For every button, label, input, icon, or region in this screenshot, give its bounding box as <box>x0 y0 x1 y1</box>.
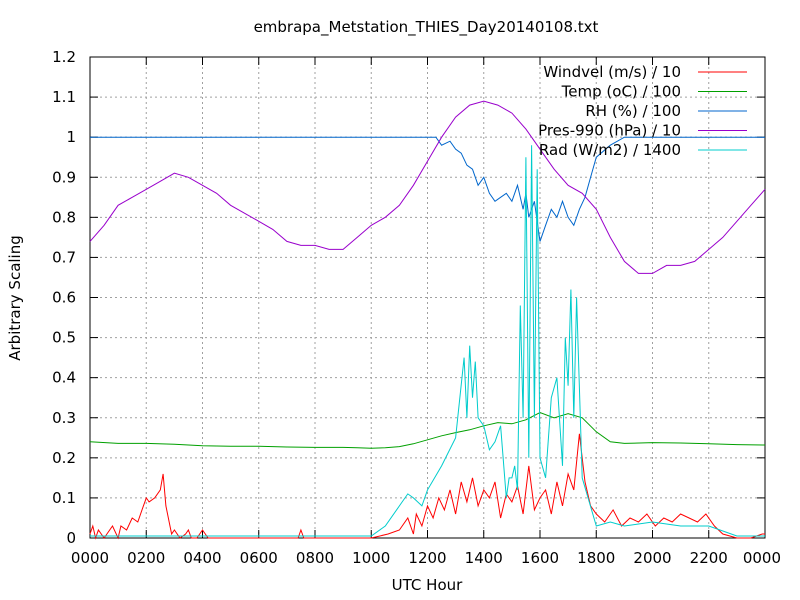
y-tick-label: 0.8 <box>52 208 76 226</box>
series-line-1 <box>89 433 765 540</box>
y-tick-label: 0.6 <box>52 289 76 307</box>
legend-label: Windvel (m/s) / 10 <box>543 63 681 81</box>
y-tick-label: 0.3 <box>52 409 76 427</box>
y-tick-label: 0.2 <box>52 449 76 467</box>
y-axis: 0 0.1 0.2 0.3 0.4 0.5 0.6 0.7 0.8 0.9 1 1.1 1.2 <box>52 48 765 547</box>
y-tick-label: 0 <box>66 529 76 547</box>
x-tick-label: 0200 <box>127 549 165 567</box>
x-tick-label: 1400 <box>465 549 503 567</box>
x-tick-label: 2000 <box>633 549 671 567</box>
y-tick-label: 0.9 <box>52 168 76 186</box>
x-axis: 0000 0200 0400 0600 0800 1000 1200 1400 1600 1800… <box>71 57 781 567</box>
x-tick-label: 0000 <box>743 549 781 567</box>
series-line-2 <box>89 411 766 449</box>
chart-title: embrapa_Metstation_THIES_Day20140108.txt <box>254 18 599 37</box>
legend-label: Temp (oC) / 100 <box>561 83 681 101</box>
x-tick-label: 1000 <box>352 549 390 567</box>
x-tick-label: 0000 <box>71 549 109 567</box>
x-tick-label: 1600 <box>521 549 559 567</box>
x-tick-label: 2200 <box>690 549 728 567</box>
y-tick-label: 1.2 <box>52 48 76 66</box>
series-line-5 <box>90 145 765 537</box>
series-line-3 <box>90 136 765 242</box>
y-tick-label: 0.5 <box>52 329 76 347</box>
y-tick-label: 0.4 <box>52 369 76 387</box>
y-tick-label: 1.1 <box>52 88 76 106</box>
x-tick-label: 1800 <box>577 549 615 567</box>
x-tick-label: 1200 <box>408 549 446 567</box>
x-axis-label: UTC Hour <box>392 576 463 594</box>
y-axis-label: Arbitrary Scaling <box>6 235 24 361</box>
x-tick-label: 0600 <box>240 549 278 567</box>
series-line-4 <box>89 100 766 274</box>
legend-label: RH (%) / 100 <box>585 102 681 120</box>
y-tick-label: 1 <box>66 128 76 146</box>
y-tick-label: 0.7 <box>52 248 76 266</box>
x-tick-label: 0400 <box>183 549 221 567</box>
legend-label: Rad (W/m2) / 1400 <box>539 141 681 159</box>
y-tick-label: 0.1 <box>52 489 76 507</box>
legend-label: Pres-990 (hPa) / 10 <box>538 122 681 140</box>
x-tick-label: 0800 <box>296 549 334 567</box>
series-lines <box>89 100 766 540</box>
